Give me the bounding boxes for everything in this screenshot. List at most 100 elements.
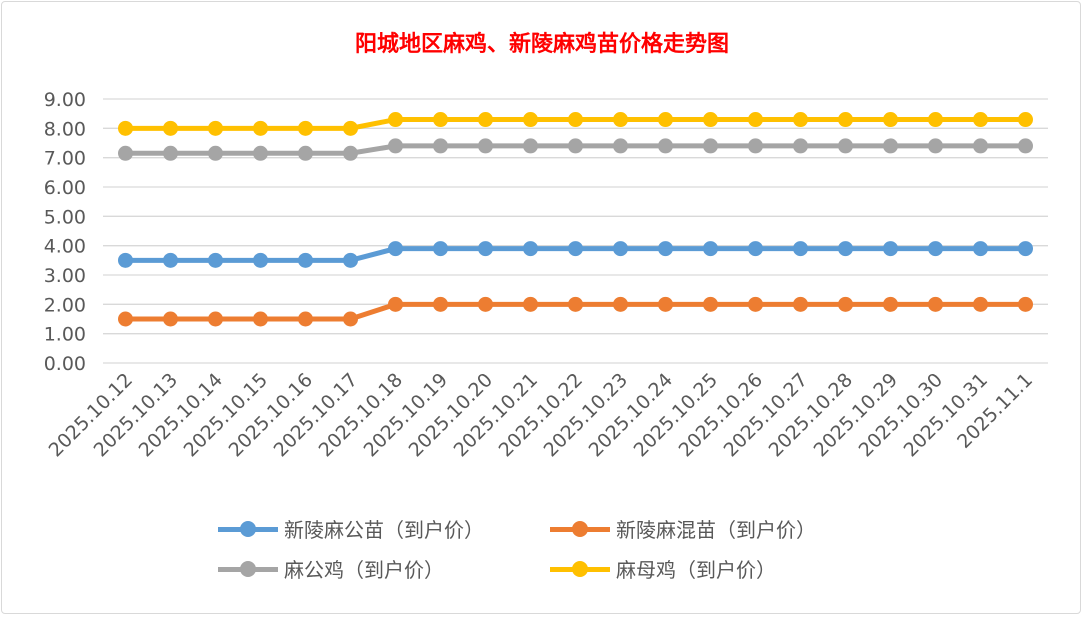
data-point xyxy=(1018,241,1033,257)
data-point xyxy=(163,252,178,268)
data-point xyxy=(568,241,583,257)
legend-item-2: 麻公鸡（到户价） xyxy=(218,554,444,583)
data-point xyxy=(163,120,178,136)
legend-swatch-icon xyxy=(218,515,278,543)
data-point xyxy=(118,145,133,161)
data-point xyxy=(388,138,403,154)
data-point xyxy=(838,296,853,312)
data-point xyxy=(658,296,673,312)
data-point xyxy=(433,296,448,312)
data-point xyxy=(883,241,898,257)
data-point xyxy=(523,296,538,312)
data-point xyxy=(703,112,718,128)
y-tick-label: 3.00 xyxy=(44,265,86,287)
data-point xyxy=(928,296,943,312)
data-point xyxy=(298,120,313,136)
y-tick-label: 4.00 xyxy=(44,236,86,258)
data-point xyxy=(973,241,988,257)
data-point xyxy=(343,311,358,327)
legend-label: 麻公鸡（到户价） xyxy=(284,558,444,582)
data-point xyxy=(883,296,898,312)
legend-swatch-icon xyxy=(218,555,278,583)
data-point xyxy=(658,241,673,257)
data-point xyxy=(613,241,628,257)
data-point xyxy=(793,138,808,154)
data-point xyxy=(433,241,448,257)
data-point xyxy=(253,145,268,161)
data-point xyxy=(838,112,853,128)
data-point xyxy=(568,138,583,154)
data-point xyxy=(613,138,628,154)
data-point xyxy=(703,241,718,257)
y-tick-label: 7.00 xyxy=(44,148,86,170)
data-point xyxy=(703,296,718,312)
data-point xyxy=(793,296,808,312)
data-point xyxy=(883,138,898,154)
legend-label: 新陵麻混苗（到户价） xyxy=(616,518,816,542)
data-point xyxy=(208,120,223,136)
data-point xyxy=(748,241,763,257)
y-tick-label: 1.00 xyxy=(44,324,86,346)
y-tick-label: 2.00 xyxy=(44,294,86,316)
data-point xyxy=(973,112,988,128)
data-point xyxy=(748,112,763,128)
data-point xyxy=(1018,138,1033,154)
data-point xyxy=(253,311,268,327)
data-point xyxy=(343,145,358,161)
data-point xyxy=(838,138,853,154)
data-point xyxy=(568,112,583,128)
data-point xyxy=(118,120,133,136)
legend-item-1: 新陵麻混苗（到户价） xyxy=(550,514,816,543)
data-point xyxy=(658,112,673,128)
data-point xyxy=(433,138,448,154)
data-point xyxy=(163,145,178,161)
data-point xyxy=(1018,112,1033,128)
data-point xyxy=(433,112,448,128)
data-point xyxy=(793,241,808,257)
data-point xyxy=(208,145,223,161)
legend-label: 麻母鸡（到户价） xyxy=(616,558,776,582)
data-point xyxy=(973,296,988,312)
data-point xyxy=(343,252,358,268)
data-point xyxy=(613,296,628,312)
data-point xyxy=(298,252,313,268)
y-tick-label: 9.00 xyxy=(44,89,86,111)
data-point xyxy=(793,112,808,128)
y-tick-label: 5.00 xyxy=(44,206,86,228)
data-point xyxy=(1018,296,1033,312)
legend-item-0: 新陵麻公苗（到户价） xyxy=(218,514,484,543)
data-point xyxy=(253,120,268,136)
data-point xyxy=(118,311,133,327)
y-tick-label: 8.00 xyxy=(44,118,86,140)
data-point xyxy=(253,252,268,268)
data-point xyxy=(928,241,943,257)
legend-swatch-icon xyxy=(550,515,610,543)
data-point xyxy=(163,311,178,327)
data-point xyxy=(523,241,538,257)
data-point xyxy=(478,241,493,257)
y-tick-label: 6.00 xyxy=(44,177,86,199)
data-point xyxy=(298,145,313,161)
data-point xyxy=(928,138,943,154)
legend-item-3: 麻母鸡（到户价） xyxy=(550,554,776,583)
data-point xyxy=(973,138,988,154)
data-point xyxy=(883,112,898,128)
data-point xyxy=(568,296,583,312)
chart-title: 阳城地区麻鸡、新陵麻鸡苗价格走势图 xyxy=(354,32,729,57)
data-point xyxy=(388,241,403,257)
data-point xyxy=(748,138,763,154)
data-point xyxy=(478,296,493,312)
data-point xyxy=(523,138,538,154)
y-tick-label: 0.00 xyxy=(44,353,86,375)
data-point xyxy=(118,252,133,268)
data-point xyxy=(343,120,358,136)
data-point xyxy=(703,138,718,154)
data-point xyxy=(928,112,943,128)
data-point xyxy=(748,296,763,312)
data-point xyxy=(523,112,538,128)
data-point xyxy=(208,252,223,268)
legend-swatch-icon xyxy=(550,555,610,583)
legend-label: 新陵麻公苗（到户价） xyxy=(284,518,484,542)
